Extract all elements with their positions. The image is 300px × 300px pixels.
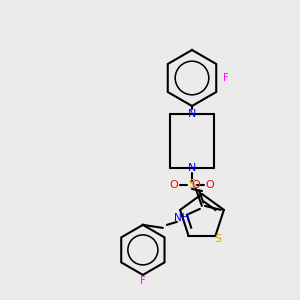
Text: S: S [214, 234, 221, 244]
Text: O: O [169, 180, 178, 190]
Text: O: O [206, 180, 214, 190]
Text: F: F [223, 73, 229, 83]
Text: NH: NH [174, 213, 190, 223]
Text: F: F [140, 276, 146, 286]
Text: N: N [188, 163, 196, 173]
Text: O: O [191, 180, 200, 190]
Text: N: N [188, 109, 196, 119]
Text: S: S [188, 178, 196, 191]
